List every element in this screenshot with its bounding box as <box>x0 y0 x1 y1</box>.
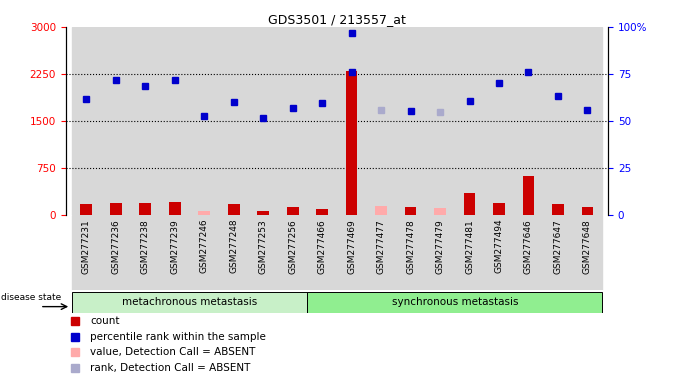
Bar <box>101 27 131 215</box>
Bar <box>257 211 269 215</box>
Bar <box>189 27 219 215</box>
Text: GSM277646: GSM277646 <box>524 219 533 273</box>
Bar <box>307 27 337 215</box>
Bar <box>337 27 366 215</box>
Bar <box>434 208 446 215</box>
Text: GSM277481: GSM277481 <box>465 219 474 273</box>
Text: percentile rank within the sample: percentile rank within the sample <box>91 332 266 342</box>
Bar <box>455 215 484 290</box>
Text: GSM277479: GSM277479 <box>435 219 444 273</box>
Text: GSM277231: GSM277231 <box>82 219 91 273</box>
Text: GSM277478: GSM277478 <box>406 219 415 273</box>
Bar <box>219 215 249 290</box>
Bar <box>455 27 484 215</box>
Bar <box>316 209 328 215</box>
Title: GDS3501 / 213557_at: GDS3501 / 213557_at <box>268 13 406 26</box>
Bar <box>160 215 189 290</box>
Bar <box>366 215 396 290</box>
Text: GSM277236: GSM277236 <box>111 219 120 273</box>
Text: disease state: disease state <box>1 293 61 302</box>
Bar <box>396 27 425 215</box>
Text: GSM277246: GSM277246 <box>200 219 209 273</box>
Bar <box>189 215 219 290</box>
Bar <box>249 27 278 215</box>
Bar <box>513 215 543 290</box>
Bar <box>543 215 573 290</box>
Text: GSM277477: GSM277477 <box>377 219 386 273</box>
Text: GSM277466: GSM277466 <box>318 219 327 273</box>
Bar <box>425 215 455 290</box>
Bar <box>198 211 210 215</box>
Bar <box>346 71 357 215</box>
Bar <box>140 204 151 215</box>
Bar <box>307 215 337 290</box>
Bar <box>375 206 387 215</box>
Text: GSM277248: GSM277248 <box>229 219 238 273</box>
Text: metachronous metastasis: metachronous metastasis <box>122 297 257 308</box>
Bar <box>72 292 307 313</box>
Bar <box>573 215 602 290</box>
Bar <box>582 207 594 215</box>
Bar <box>278 27 307 215</box>
Bar <box>278 215 307 290</box>
Bar <box>72 215 101 290</box>
Text: value, Detection Call = ABSENT: value, Detection Call = ABSENT <box>91 348 256 358</box>
Bar <box>80 204 92 215</box>
Bar <box>425 27 455 215</box>
Text: GSM277469: GSM277469 <box>347 219 356 273</box>
Bar <box>72 27 101 215</box>
Text: synchronous metastasis: synchronous metastasis <box>392 297 518 308</box>
Text: GSM277647: GSM277647 <box>553 219 562 273</box>
Bar <box>522 176 534 215</box>
Text: GSM277239: GSM277239 <box>170 219 179 273</box>
Bar <box>552 204 564 215</box>
Bar <box>484 27 513 215</box>
Bar <box>101 215 131 290</box>
Bar <box>464 193 475 215</box>
Text: GSM277494: GSM277494 <box>495 219 504 273</box>
Text: rank, Detection Call = ABSENT: rank, Detection Call = ABSENT <box>91 363 251 373</box>
Bar <box>396 215 425 290</box>
Bar <box>219 27 249 215</box>
Bar <box>484 215 513 290</box>
Bar <box>493 203 505 215</box>
Bar <box>543 27 573 215</box>
Bar <box>160 27 189 215</box>
Bar <box>366 27 396 215</box>
Bar <box>513 27 543 215</box>
Bar <box>131 27 160 215</box>
Bar <box>405 207 417 215</box>
Bar <box>287 207 299 215</box>
Bar <box>337 215 366 290</box>
Text: GSM277253: GSM277253 <box>258 219 267 273</box>
Bar <box>573 27 602 215</box>
Bar <box>307 292 602 313</box>
Bar <box>169 202 180 215</box>
Bar <box>249 215 278 290</box>
Bar <box>228 204 240 215</box>
Bar <box>110 204 122 215</box>
Text: count: count <box>91 316 120 326</box>
Text: GSM277648: GSM277648 <box>583 219 592 273</box>
Text: GSM277238: GSM277238 <box>141 219 150 273</box>
Bar <box>131 215 160 290</box>
Text: GSM277256: GSM277256 <box>288 219 297 273</box>
